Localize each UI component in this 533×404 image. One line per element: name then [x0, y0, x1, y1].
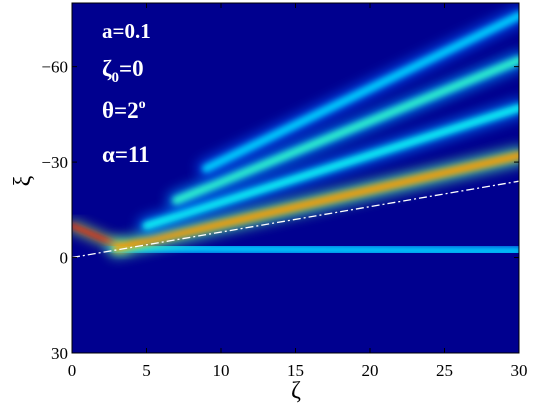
x-tick-label: 15 [287, 361, 304, 380]
annotation-zeta0-name: ζ [102, 56, 112, 81]
annotation-theta: θ=2o [102, 97, 146, 123]
plot-area [71, 2, 520, 354]
beam-5-core [172, 56, 519, 205]
annotation-alpha: α=11 [102, 142, 150, 167]
annotation-theta-value: =2 [114, 98, 139, 123]
beam-2-core [112, 243, 519, 256]
annotation-theta-sup: o [139, 97, 146, 112]
y-tick-label: 30 [51, 344, 68, 363]
annotation-theta-name: θ [102, 98, 114, 123]
y-axis-label: ξ [10, 175, 36, 186]
svg-text:α=11: α=11 [102, 142, 150, 167]
dash-dot-guide-line [71, 180, 520, 259]
svg-text:ζ0=0: ζ0=0 [102, 56, 144, 86]
beam-4-core [142, 103, 519, 230]
intensity-beams [72, 6, 519, 261]
annotation-a-value: =0.1 [113, 19, 151, 43]
annotation-a: a=0.1 [102, 19, 151, 43]
x-tick-label: 20 [362, 361, 379, 380]
annotation-zeta0-sub: 0 [112, 70, 120, 86]
beam-3-core [112, 151, 519, 253]
svg-text:θ=2o: θ=2o [102, 97, 146, 123]
x-axis-label: ζ [291, 378, 301, 404]
svg-text:a=0.1: a=0.1 [102, 19, 151, 43]
x-tick-label: 30 [511, 361, 528, 380]
y-tick-label: −30 [41, 153, 68, 172]
beam-6-core [202, 11, 519, 173]
annotation-alpha-value: =11 [115, 142, 150, 167]
annotation-a-name: a [102, 19, 113, 43]
y-tick-label: −60 [41, 58, 68, 77]
y-tick-label: 0 [60, 249, 69, 268]
annotation-zeta0: ζ0=0 [102, 56, 144, 86]
annotation-alpha-name: α [102, 142, 115, 167]
x-tick-label: 0 [68, 361, 77, 380]
x-tick-label: 5 [142, 361, 151, 380]
x-tick-label: 10 [213, 361, 230, 380]
x-tick-label: 25 [436, 361, 453, 380]
annotation-zeta0-value: =0 [119, 56, 144, 81]
